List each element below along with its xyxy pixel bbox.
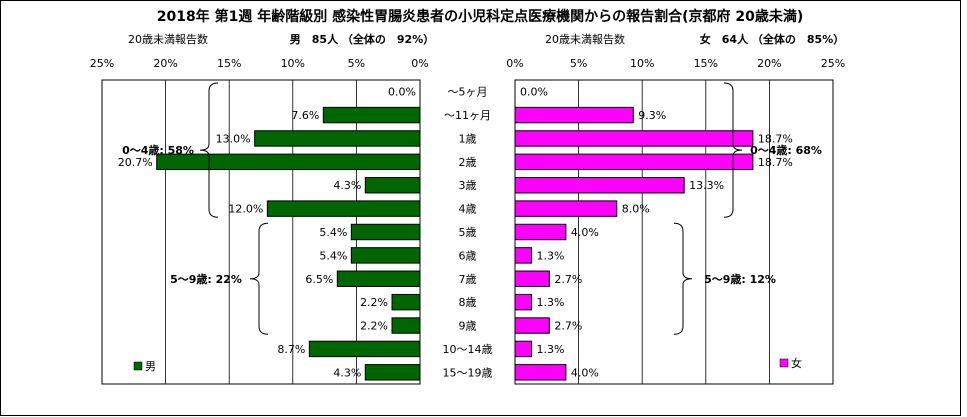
male-bar (364, 364, 421, 381)
male-data-label: 2.2% (360, 296, 388, 309)
female-data-label: 8.0% (622, 203, 650, 216)
male-data-label: 0.0% (388, 86, 416, 99)
left-tick-label: 10% (281, 57, 305, 70)
female-data-label: 18.7% (758, 156, 793, 169)
right-tick-label: 10% (630, 57, 654, 70)
male-bar (350, 247, 421, 264)
left-brace-0-4 (199, 82, 219, 218)
right-tick-label: 20% (757, 57, 781, 70)
male-data-label: 5.4% (319, 249, 347, 262)
male-bar (391, 293, 421, 311)
female-bar (514, 317, 550, 334)
female-bar (514, 340, 533, 358)
left-tick-label: 5% (348, 57, 365, 70)
female-data-label: 1.3% (537, 249, 565, 262)
category-label: 5歳 (459, 226, 477, 239)
category-label: ～11ヶ月 (444, 109, 491, 122)
male-bar (308, 340, 421, 358)
right-header-label: 20歳未満報告数 (545, 33, 625, 46)
female-data-label: 4.0% (571, 366, 599, 379)
female-data-label: 1.3% (537, 343, 565, 356)
female-data-label: 2.7% (554, 320, 582, 333)
female-bar (514, 153, 754, 171)
female-bar (514, 247, 533, 264)
male-legend-label: 男 (145, 360, 156, 373)
left-brace-5-9 (249, 222, 269, 335)
female-data-label: 18.7% (758, 132, 793, 145)
left-tick-label: 15% (217, 57, 241, 70)
right-brace-0-4 (723, 82, 743, 218)
female-bar (514, 177, 685, 194)
category-label: 7歳 (459, 273, 477, 286)
left-header-label: 20歳未満報告数 (128, 33, 208, 46)
category-label: 9歳 (459, 320, 477, 333)
right-tick-label: 25% (821, 57, 845, 70)
left-annotation-5-9: 5～9歳: 22% (170, 272, 242, 286)
female-data-label: 9.3% (638, 109, 666, 122)
left-tick-label: 20% (153, 57, 177, 70)
left-annotation-0-4: 0～4歳: 58% (122, 143, 194, 157)
female-legend-swatch (779, 358, 789, 368)
female-legend-label: 女 (791, 356, 802, 370)
category-label: 8歳 (459, 296, 477, 309)
left-header-value: 男 85人 （全体の 92%） (290, 32, 434, 46)
male-data-label: 6.5% (305, 273, 333, 286)
male-legend-swatch (133, 361, 143, 371)
chart-title: 2018年 第1週 年齢階級別 感染性胃腸炎患者の小児科定点医療機関からの報告割… (157, 8, 803, 25)
category-label: 15～19歳 (443, 366, 493, 379)
category-label: 6歳 (459, 249, 477, 262)
male-bar (254, 130, 421, 147)
left-tick-label: 0% (411, 57, 428, 70)
female-bar (514, 130, 754, 147)
female-bar (514, 200, 618, 217)
category-label: 10～14歳 (443, 343, 493, 356)
plot-group: 0% 0% 5% 5% 10% 10% 15% 15% 20% 20% 25% 25% 20歳未満報告数… (90, 32, 845, 385)
male-data-label: 20.7% (118, 156, 153, 169)
male-bar (266, 200, 421, 217)
female-data-label: 13.3% (689, 179, 724, 192)
right-annotation-0-4: 0～4歳: 68% (750, 143, 822, 157)
right-brace-5-9 (673, 222, 693, 335)
female-data-label: 0.0% (520, 86, 548, 99)
male-bar (391, 317, 421, 334)
male-data-label: 8.7% (277, 343, 305, 356)
male-bar (156, 153, 421, 171)
male-data-label: 4.3% (333, 179, 361, 192)
female-bar (514, 223, 567, 241)
male-bar (350, 223, 421, 241)
male-bar (336, 270, 421, 287)
right-tick-label: 0% (506, 57, 523, 70)
right-tick-label: 5% (570, 57, 587, 70)
female-bar (514, 364, 567, 381)
right-header-value: 女 64人 （全体の 85%） (700, 32, 844, 46)
male-bar (322, 106, 421, 124)
female-data-label: 2.7% (554, 273, 582, 286)
category-label: 4歳 (459, 203, 477, 216)
left-tick-label: 25% (90, 57, 114, 70)
female-bar (514, 293, 533, 311)
right-tick-label: 15% (694, 57, 718, 70)
male-data-label: 7.6% (291, 109, 319, 122)
category-label: ～5ヶ月 (448, 86, 488, 99)
female-bar (514, 270, 550, 287)
category-label: 2歳 (459, 156, 477, 169)
male-data-label: 4.3% (333, 366, 361, 379)
female-data-label: 4.0% (571, 226, 599, 239)
male-data-label: 12.0% (228, 203, 263, 216)
male-data-label: 13.0% (216, 132, 251, 145)
male-bar (364, 177, 421, 194)
male-data-label: 5.4% (319, 226, 347, 239)
category-label: 1歳 (459, 132, 477, 145)
right-annotation-5-9: 5～9歳: 12% (704, 272, 776, 286)
female-data-label: 1.3% (537, 296, 565, 309)
category-label: 3歳 (459, 179, 477, 192)
male-data-label: 2.2% (360, 320, 388, 333)
female-bar (514, 106, 634, 124)
